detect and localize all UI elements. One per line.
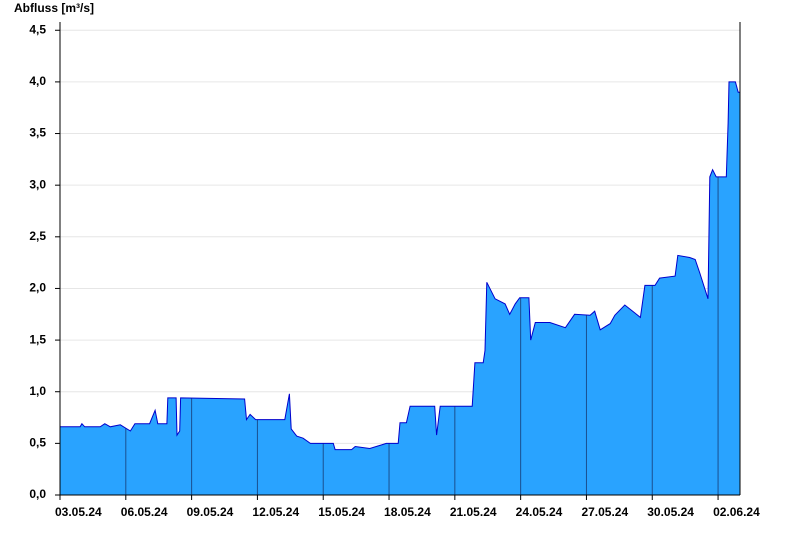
- y-tick-label: 2,5: [29, 229, 46, 243]
- x-tick-label: 27.05.24: [581, 505, 628, 519]
- y-tick-label: 1,0: [29, 384, 46, 398]
- x-tick-label: 24.05.24: [516, 505, 563, 519]
- x-tick-label: 15.05.24: [318, 505, 365, 519]
- x-tick-label: 18.05.24: [384, 505, 431, 519]
- x-tick-label: 02.06.24: [713, 505, 760, 519]
- x-tick-label: 12.05.24: [252, 505, 299, 519]
- y-tick-label: 0,5: [29, 436, 46, 450]
- x-tick-label: 21.05.24: [450, 505, 497, 519]
- y-tick-label: 1,5: [29, 332, 46, 346]
- y-tick-label: 3,5: [29, 126, 46, 140]
- y-tick-label: 3,0: [29, 177, 46, 191]
- x-tick-label: 06.05.24: [121, 505, 168, 519]
- y-tick-label: 0,0: [29, 487, 46, 501]
- x-tick-label: 03.05.24: [55, 505, 102, 519]
- y-tick-label: 4,0: [29, 74, 46, 88]
- x-tick-label: 09.05.24: [187, 505, 234, 519]
- x-tick-label: 30.05.24: [647, 505, 694, 519]
- area: [60, 81, 740, 496]
- y-tick-label: 4,5: [29, 22, 46, 36]
- area-line: [60, 81, 740, 451]
- y-axis-title: Abfluss [m³/s]: [14, 1, 94, 15]
- y-tick-label: 2,0: [29, 281, 46, 295]
